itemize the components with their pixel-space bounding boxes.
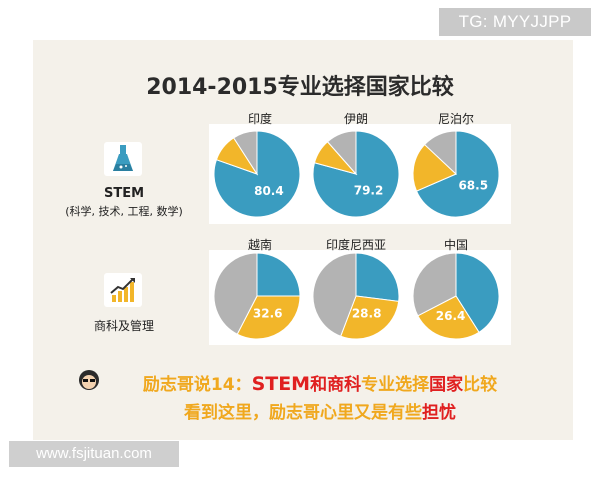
caption-line2-start: 看到这里，励志哥心里又是有些 <box>184 403 422 423</box>
infographic-card <box>33 40 573 440</box>
caption-biz: 商科 <box>327 375 362 395</box>
caption-stem: STEM <box>251 373 311 395</box>
pie-data-label: 32.6 <box>253 307 283 321</box>
country-label: 印度 <box>247 112 272 126</box>
flask-icon <box>104 142 142 176</box>
caption-line2-end: 担忧 <box>422 403 456 423</box>
pie-slice-yellow <box>236 295 301 340</box>
pie-slice-yellow <box>412 143 457 192</box>
watermark-label: TG: MYYJJPP <box>439 8 591 36</box>
pie-slice-gray <box>326 130 357 176</box>
pie-slice-gray <box>312 252 357 337</box>
pie-slice-blue <box>256 252 301 297</box>
caption-end: 比较 <box>463 375 498 395</box>
country-label: 尼泊尔 <box>437 112 474 126</box>
caption-guojia: 国家 <box>429 375 464 395</box>
caption-mid1: 和 <box>310 375 328 395</box>
country-label: 中国 <box>443 238 468 252</box>
footer-url: www.fsjituan.com <box>9 441 179 467</box>
pie-slice-blue <box>355 252 400 302</box>
country-label: 越南 <box>247 238 272 252</box>
pie-slice-blue <box>415 130 500 218</box>
pie-data-label: 80.4 <box>254 184 284 198</box>
stem-row-subtitle: (科学, 技术, 工程, 数学) <box>65 205 183 218</box>
business-row-title: 商科及管理 <box>93 319 154 333</box>
caption-line-1: 励志哥说14：STEM和商科专业选择国家比较 <box>0 370 600 395</box>
pie-slice-gray <box>213 252 258 335</box>
pie-slice-blue <box>312 130 400 218</box>
chart-title: 2014-2015专业选择国家比较 <box>146 75 454 100</box>
pie-slice-yellow <box>417 295 480 340</box>
growth-chart-icon <box>104 273 142 307</box>
caption-line-2: 看到这里，励志哥心里又是有些担忧 <box>0 398 600 423</box>
caption-mid2: 专业选择 <box>361 375 430 395</box>
country-label: 印度尼西亚 <box>325 238 386 252</box>
pie-slice-gray <box>423 130 457 176</box>
country-label: 伊朗 <box>343 112 368 126</box>
pie-slice-gray <box>233 130 258 176</box>
caption-prefix: 励志哥说14： <box>142 375 252 395</box>
pie-slice-yellow <box>340 295 400 340</box>
pie-data-label: 79.2 <box>354 183 384 197</box>
stem-row-title: STEM <box>103 186 145 201</box>
commentator-avatar <box>78 369 100 391</box>
pie-data-label: 68.5 <box>458 178 488 192</box>
pie-slice-gray <box>412 252 457 317</box>
pie-data-label: 28.8 <box>352 307 382 321</box>
pie-data-label: 26.4 <box>436 309 466 323</box>
